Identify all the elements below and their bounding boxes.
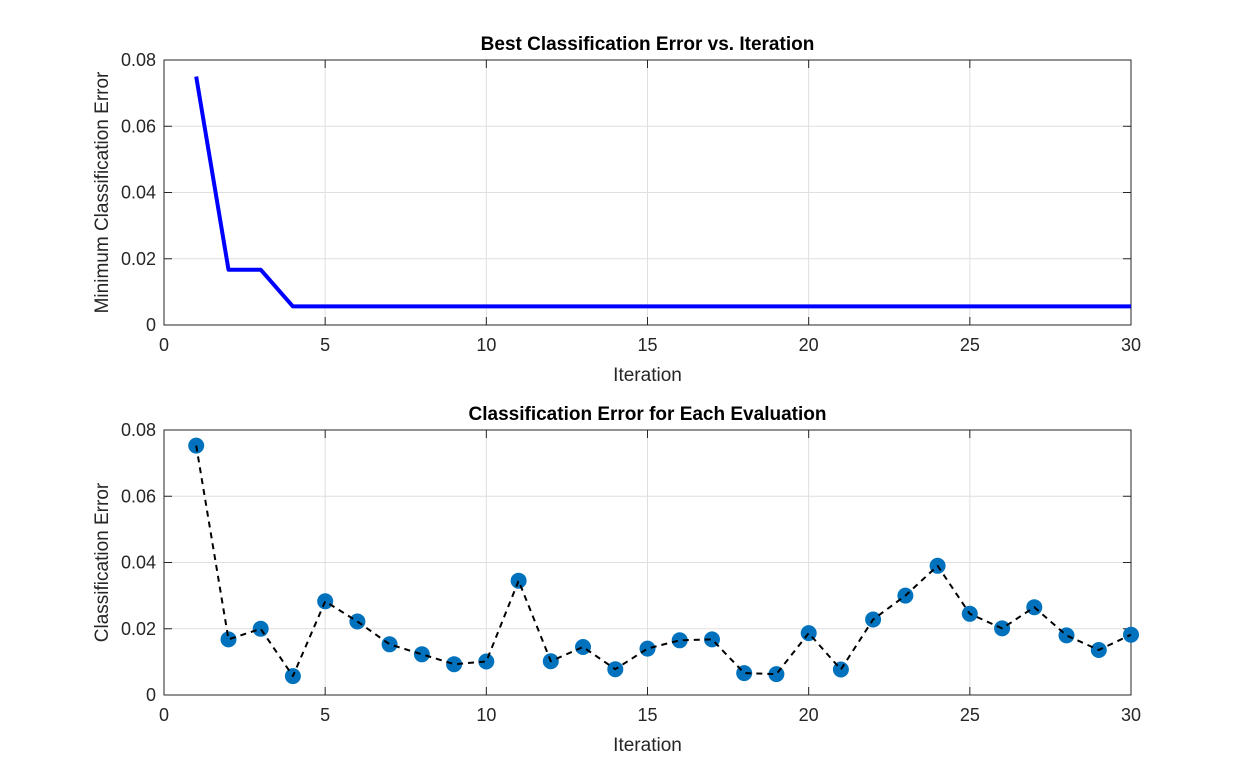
x-tick-label: 30 — [1121, 335, 1141, 355]
x-tick-label: 0 — [159, 335, 169, 355]
chart-title: Best Classification Error vs. Iteration — [481, 34, 815, 55]
data-point — [252, 620, 269, 637]
x-tick-label: 15 — [637, 705, 657, 725]
y-tick-label: 0.02 — [121, 249, 156, 269]
chart-title: Classification Error for Each Evaluation — [469, 404, 827, 425]
x-tick-label: 15 — [637, 335, 657, 355]
ticks: 0 5 10 15 20 25 30 0 0.02 0.04 0.06 0.08 — [121, 420, 1141, 725]
data-point — [413, 646, 430, 663]
x-tick-label: 5 — [320, 705, 330, 725]
y-axis-label: Classification Error — [92, 482, 113, 642]
x-tick-label: 0 — [159, 705, 169, 725]
y-tick-label: 0.08 — [121, 50, 156, 70]
data-point — [446, 656, 463, 673]
y-tick-label: 0.08 — [121, 420, 156, 440]
data-point — [510, 572, 527, 589]
evaluation-error-subplot: 0 5 10 15 20 25 30 0 0.02 0.04 0.06 0.08 Classifica… — [92, 404, 1141, 756]
data-point — [478, 653, 495, 670]
x-tick-label: 20 — [799, 335, 819, 355]
series-line — [195, 445, 1132, 678]
data-point — [575, 639, 591, 655]
x-tick-label: 20 — [799, 705, 819, 725]
y-tick-label: 0 — [146, 685, 156, 705]
data-point — [381, 636, 398, 653]
y-axis-label: Minimum Classification Error — [92, 71, 113, 313]
x-tick-label: 25 — [960, 335, 980, 355]
x-tick-label: 30 — [1121, 705, 1141, 725]
series — [188, 437, 1139, 685]
data-point — [671, 632, 688, 649]
data-point — [317, 593, 334, 610]
x-axis-label: Iteration — [613, 365, 682, 386]
ticks: 0 5 10 15 20 25 30 0 0.02 0.04 0.06 0.08 — [121, 50, 1141, 355]
y-tick-label: 0.02 — [121, 619, 156, 639]
x-tick-label: 5 — [320, 335, 330, 355]
x-tick-label: 10 — [476, 705, 496, 725]
series-line — [194, 76, 1131, 309]
series — [194, 76, 1131, 309]
y-tick-label: 0.06 — [121, 486, 156, 506]
best-error-subplot: 0 5 10 15 20 25 30 0 0.02 0.04 0.06 0.08 Best Class… — [92, 34, 1141, 386]
y-tick-label: 0.04 — [121, 183, 156, 203]
x-axis-label: Iteration — [613, 735, 682, 756]
data-point — [639, 640, 656, 657]
x-tick-label: 25 — [960, 705, 980, 725]
data-point — [220, 631, 237, 648]
y-tick-label: 0.06 — [121, 116, 156, 136]
y-tick-label: 0.04 — [121, 553, 156, 573]
x-tick-label: 10 — [476, 335, 496, 355]
y-tick-label: 0 — [146, 315, 156, 335]
